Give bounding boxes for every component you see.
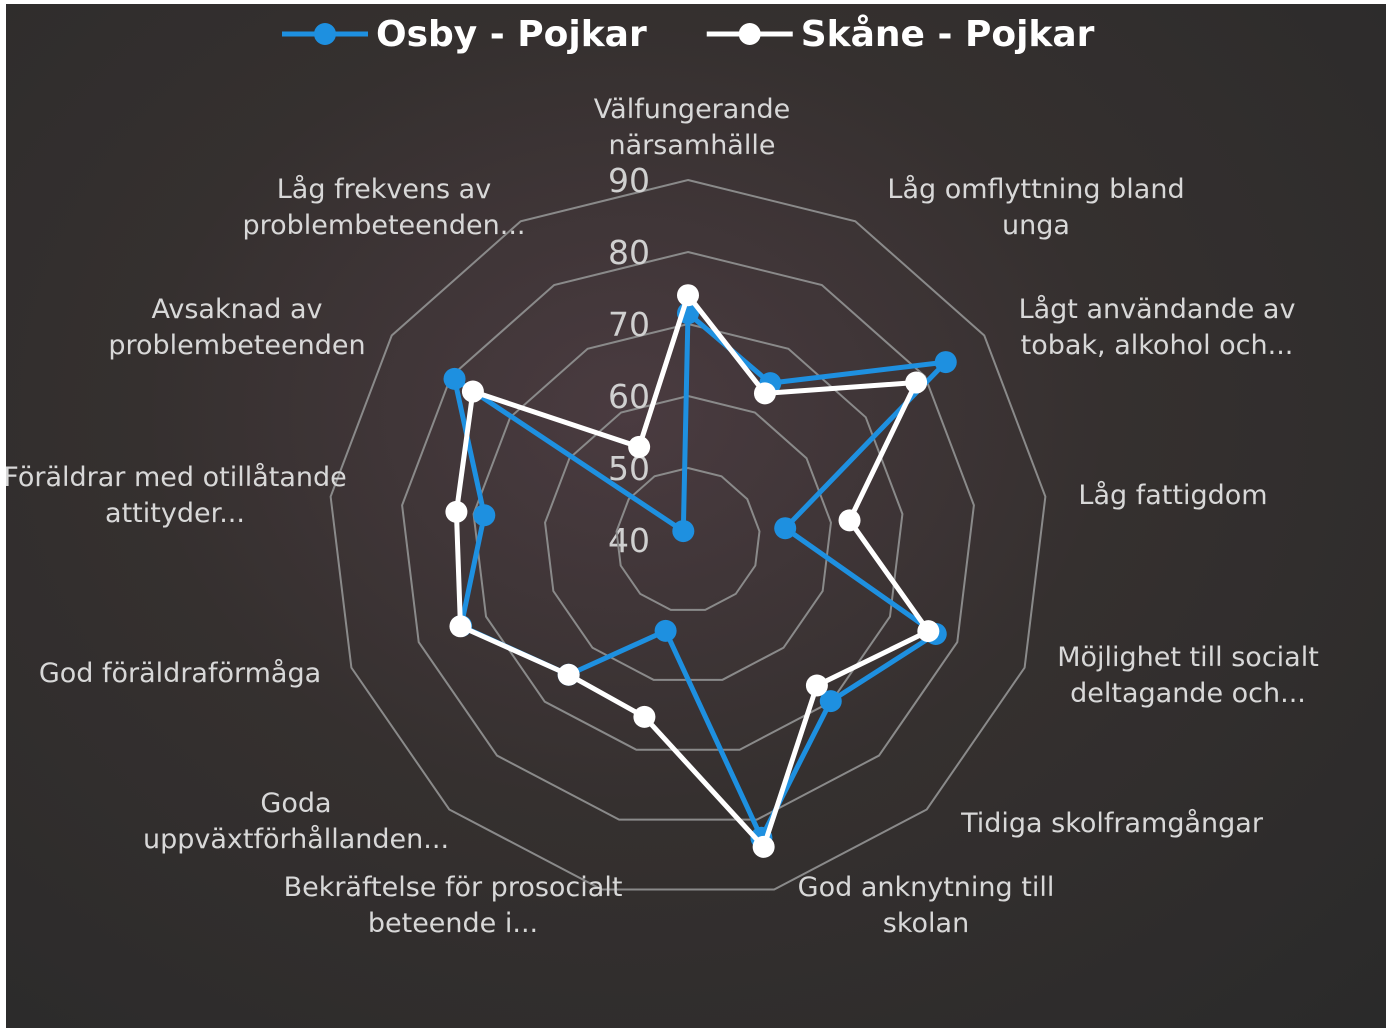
category-label: Lågt användande av tobak, alkohol och... — [987, 292, 1327, 364]
data-point — [445, 501, 467, 523]
data-point — [839, 509, 861, 531]
data-point — [655, 620, 677, 642]
data-point — [558, 664, 580, 686]
data-point — [905, 372, 927, 394]
data-point — [633, 706, 655, 728]
category-label: Möjlighet till socialt deltagande och... — [1028, 640, 1348, 712]
data-point — [449, 615, 471, 637]
r-tick-label: 40 — [608, 521, 650, 560]
r-tick-label: 90 — [608, 161, 650, 200]
data-point — [628, 436, 650, 458]
data-point — [754, 382, 776, 404]
data-point — [753, 836, 775, 858]
r-tick-label: 70 — [608, 305, 650, 344]
data-point — [462, 381, 484, 403]
category-label: God föräldraförmåga — [6, 656, 370, 692]
legend-label: Osby - Pojkar — [376, 14, 647, 55]
data-point — [677, 284, 699, 306]
data-point — [672, 520, 694, 542]
category-label: God anknytning till skolan — [761, 870, 1091, 942]
series-line — [456, 295, 928, 847]
data-point — [806, 675, 828, 697]
category-label: Bekräftelse för prosocialt beteende i... — [263, 870, 643, 942]
legend-marker — [314, 23, 336, 45]
category-label: Goda uppväxtförhållanden... — [106, 786, 486, 858]
data-point — [473, 504, 495, 526]
category-label: Låg omflyttning bland unga — [851, 172, 1221, 244]
category-label: Välfungerande närsamhälle — [562, 92, 822, 164]
data-point — [444, 368, 466, 390]
data-point — [935, 351, 957, 373]
category-label: Låg fattigdom — [1033, 478, 1313, 514]
category-label: Avsaknad av problembeteenden — [82, 292, 392, 364]
data-point — [917, 620, 939, 642]
category-label: Låg frekvens av problembeteenden... — [214, 172, 554, 244]
legend-marker — [739, 23, 761, 45]
r-tick-label: 80 — [608, 233, 650, 272]
legend-label: Skåne - Pojkar — [801, 14, 1095, 55]
r-tick-label: 60 — [608, 377, 650, 416]
data-point — [774, 517, 796, 539]
category-label: Föräldrar med otillåtande attityder... — [6, 460, 350, 532]
category-label: Tidiga skolframgångar — [922, 806, 1302, 842]
